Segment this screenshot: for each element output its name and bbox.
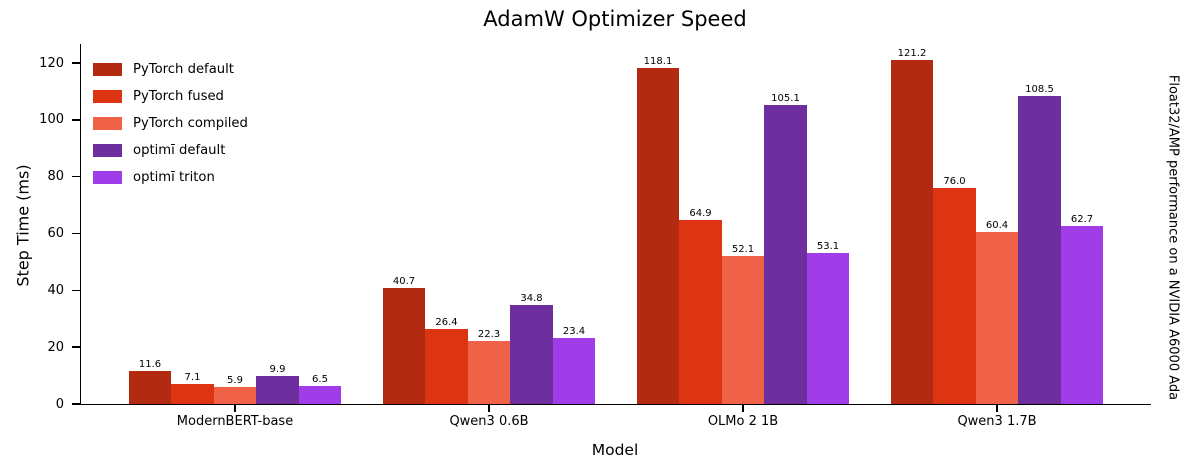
bar-value-label: 52.1	[731, 243, 755, 255]
y-tick	[72, 119, 80, 121]
bar-value-label: 26.4	[435, 317, 458, 328]
plot-area: PyTorch default PyTorch fused PyTorch comp…	[39, 44, 1151, 429]
y-tick-label: 120	[39, 55, 64, 71]
y-tick	[72, 176, 80, 178]
bar: 121.2	[890, 48, 934, 404]
legend-label: optimī default	[133, 143, 226, 158]
bar: 118.1	[636, 56, 680, 404]
bar: 76.0	[933, 176, 976, 404]
x-tick-label: OLMo 2 1B	[707, 414, 779, 429]
y-tick	[72, 232, 80, 235]
bar-value-label: 121.2	[897, 47, 927, 59]
legend-item: PyTorch compiled	[93, 110, 248, 137]
legend: PyTorch default PyTorch fused PyTorch comp…	[93, 56, 248, 191]
legend-item: optimī triton	[93, 164, 248, 191]
bar: 52.1	[721, 244, 765, 404]
bar-value-label: 105.1	[771, 93, 800, 105]
x-tick-label: Qwen3 0.6B	[449, 414, 529, 429]
bar-value-label: 34.8	[520, 293, 543, 305]
bar-value-label: 64.9	[689, 207, 712, 219]
x-tick	[488, 405, 490, 412]
bar: 5.9	[213, 375, 257, 404]
bar-value-label: 108.5	[1025, 83, 1054, 95]
bar-value-label: 118.1	[643, 56, 673, 68]
y-tick	[72, 62, 80, 64]
legend-swatch	[93, 116, 122, 131]
bar: 7.1	[171, 372, 214, 404]
y-tick-label: 100	[39, 112, 64, 128]
legend-swatch	[93, 62, 122, 77]
legend-label: optimī triton	[133, 170, 215, 185]
bar: 105.1	[764, 93, 807, 404]
bar-value-label: 7.1	[184, 371, 201, 383]
chart-title: AdamW Optimizer Speed	[483, 7, 747, 31]
y-tick-label: 60	[47, 226, 64, 242]
bar-value-label: 6.5	[312, 373, 328, 385]
bar: 34.8	[510, 293, 553, 404]
bar: 108.5	[1018, 84, 1061, 404]
legend-swatch	[93, 170, 122, 185]
bar-value-label: 62.7	[1070, 213, 1094, 225]
bar-group: 40.7 26.4 22.3 34.8 23.4	[382, 44, 596, 404]
y-tick	[72, 346, 80, 348]
y-tick	[72, 403, 80, 405]
bar-value-label: 9.9	[269, 363, 286, 375]
x-tick-label: ModernBERT-base	[176, 414, 294, 429]
y-tick-label: 80	[47, 169, 64, 185]
y-tick-label: 20	[47, 339, 64, 355]
bar: 60.4	[975, 220, 1019, 404]
bar-value-label: 22.3	[477, 328, 501, 340]
bar: 23.4	[552, 326, 596, 404]
bar: 9.9	[256, 364, 299, 404]
legend-label: PyTorch compiled	[133, 116, 248, 131]
x-tick-label: Qwen3 1.7B	[957, 414, 1037, 429]
legend-label: PyTorch default	[133, 62, 234, 77]
bar: 53.1	[806, 241, 850, 404]
bar: 26.4	[425, 317, 468, 404]
bar-value-label: 76.0	[943, 176, 966, 188]
bar: 64.9	[679, 208, 722, 404]
bar-group: 11.6 7.1 5.9 9.9 6.5	[128, 44, 342, 404]
bar-group: 121.2 76.0 60.4 108.5 62.7	[890, 44, 1104, 404]
bar-value-label: 60.4	[985, 220, 1009, 232]
legend-item: PyTorch default	[93, 56, 248, 83]
bar-value-label: 23.4	[562, 325, 586, 337]
legend-label: PyTorch fused	[133, 89, 224, 104]
legend-swatch	[93, 89, 122, 104]
bar-value-label: 53.1	[816, 241, 840, 253]
legend-item: optimī default	[93, 137, 248, 164]
y-tick	[72, 289, 80, 292]
right-annotation: Float32/AMP performance on a NVIDIA A600…	[1165, 74, 1181, 401]
legend-item: PyTorch fused	[93, 83, 248, 110]
x-axis-label: Model	[591, 441, 639, 459]
x-tick	[742, 405, 744, 412]
y-tick-label: 40	[47, 282, 64, 298]
bar: 40.7	[382, 276, 426, 404]
legend-swatch	[93, 143, 122, 158]
bar-value-label: 40.7	[392, 276, 416, 288]
bar: 6.5	[298, 374, 342, 404]
bar-value-label: 11.6	[138, 359, 162, 371]
bar: 62.7	[1060, 214, 1104, 404]
bar: 11.6	[128, 359, 172, 404]
x-tick	[996, 405, 998, 412]
x-tick	[234, 405, 236, 412]
bar-group: 118.1 64.9 52.1 105.1 53.1	[636, 44, 850, 404]
bar-value-label: 5.9	[227, 375, 243, 387]
y-tick-label: 0	[55, 396, 64, 412]
bar: 22.3	[467, 329, 511, 404]
